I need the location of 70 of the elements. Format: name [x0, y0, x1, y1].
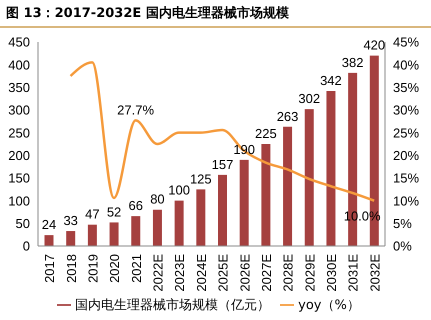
data-label: 47 — [85, 206, 100, 222]
chart-title: 图 13：2017-2032E 国内电生理器械市场规模 — [0, 0, 431, 28]
y2-tick-label: 0% — [393, 238, 412, 254]
bar — [88, 224, 97, 246]
y-tick-label: 250 — [8, 125, 30, 140]
bar — [283, 126, 292, 246]
y2-tick-label: 30% — [393, 102, 420, 118]
data-label: 80 — [150, 192, 165, 207]
data-label: 263 — [276, 108, 298, 124]
x-tick-label: 2024E — [194, 254, 209, 292]
data-label: 52 — [106, 204, 122, 220]
y2-tick-label: 5% — [393, 216, 412, 231]
bar — [196, 189, 206, 246]
data-label: 27.7% — [117, 102, 154, 118]
y-tick-label: 0 — [22, 238, 30, 254]
y2-tick-label: 15% — [393, 170, 420, 186]
y-tick-label: 150 — [8, 170, 30, 186]
x-tick-label: 2023E — [172, 254, 188, 292]
x-tick-label: 2020 — [107, 254, 122, 283]
y-tick-label: 200 — [8, 148, 30, 163]
y2-tick-label: 45% — [393, 34, 420, 50]
bar — [152, 210, 162, 246]
x-tick-label: 2021 — [128, 254, 144, 283]
x-tick-label: 2030E — [324, 254, 340, 292]
bar — [174, 200, 184, 246]
bar — [240, 160, 249, 246]
y-tick-label: 400 — [8, 57, 30, 72]
x-tick-label: 2017 — [42, 254, 58, 283]
bar — [218, 174, 228, 246]
data-label: 382 — [342, 54, 364, 70]
x-tick-label: 2025E — [216, 254, 231, 292]
data-label: 10.0% — [344, 208, 382, 224]
y2-tick-label: 10% — [393, 193, 420, 208]
x-tick-label: 2031E — [346, 254, 361, 292]
data-label: 24 — [42, 217, 56, 232]
y2-tick-label: 25% — [393, 125, 420, 140]
x-tick-label: 2029E — [302, 254, 318, 292]
y-tick-label: 350 — [8, 80, 30, 95]
x-tick-label: 2019 — [85, 254, 100, 283]
x-tick-label: 2027E — [258, 254, 274, 292]
legend-label: 国内电生理器械市场规模（亿元） — [75, 298, 270, 313]
data-label: 33 — [63, 213, 78, 228]
bar — [44, 235, 54, 246]
x-tick-label: 2022E — [150, 254, 166, 292]
data-label: 302 — [298, 91, 320, 106]
y-tick-label: 100 — [8, 193, 30, 208]
bar — [131, 216, 140, 246]
y-tick-label: 300 — [8, 102, 30, 118]
x-tick-label: 2028E — [280, 254, 296, 292]
y2-tick-label: 20% — [393, 148, 420, 163]
bar — [261, 144, 270, 246]
bar — [110, 222, 119, 246]
bar — [326, 90, 336, 246]
data-label: 225 — [255, 126, 277, 141]
legend-label: yoy（%） — [298, 298, 360, 313]
y-tick-label: 50 — [16, 216, 30, 231]
y2-tick-label: 40% — [393, 57, 420, 72]
x-tick-label: 2018 — [64, 254, 79, 283]
x-tick-label: 2026E — [237, 254, 252, 292]
y-tick-label: 450 — [8, 34, 30, 50]
x-tick-label: 2032E — [367, 254, 382, 292]
data-label: 342 — [320, 72, 342, 88]
bar — [304, 109, 314, 246]
data-label: 66 — [128, 198, 143, 214]
data-label: 420 — [363, 38, 386, 53]
data-label: 157 — [212, 156, 234, 172]
data-label: 100 — [168, 182, 190, 198]
data-label: 125 — [190, 171, 212, 186]
y2-tick-label: 35% — [393, 80, 420, 95]
bar — [66, 231, 76, 246]
